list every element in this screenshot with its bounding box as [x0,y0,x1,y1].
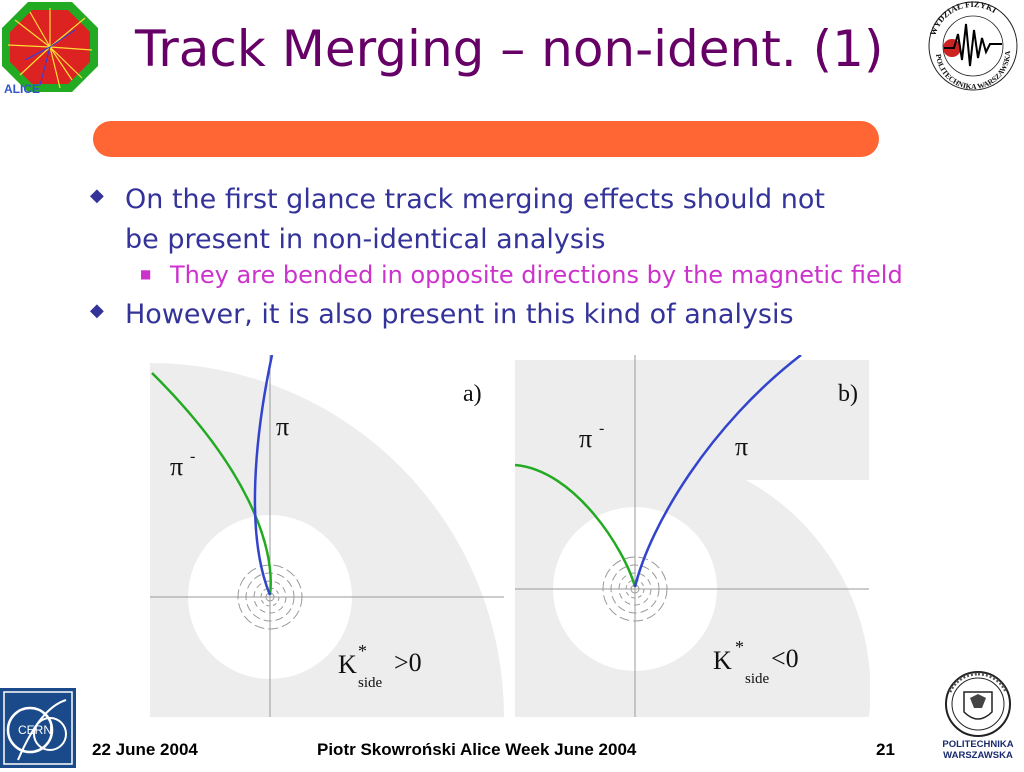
pi-minus-label: π [579,424,592,453]
figure-a-label: a) [463,381,482,407]
k-relation: <0 [771,644,799,673]
pi-minus-sup: - [190,448,195,465]
k-sub: side [745,671,770,687]
diamond-bullet-icon: ◆ [90,300,104,321]
bullet-1-line-1: On the first glance track merging effect… [125,184,825,215]
warsaw-university-label: POLITECHNIKA WARSZAWSKA [936,739,1020,761]
pw-line-2: WARSZAWSKA [943,750,1013,761]
figure-b-label: b) [838,381,858,407]
cern-text: CERN [18,723,52,737]
figure-a: a) π π - K * side >0 [150,354,505,717]
k-sup: * [358,641,367,661]
bullet-1: ◆ On the first glance track merging effe… [90,180,920,260]
k-label: K [713,646,732,675]
footer-date: 22 June 2004 [92,740,198,759]
k-sup: * [735,637,744,657]
physics-faculty-logo: WYDZIAŁ FIZYKI POLITECHNIKA WARSZAWSKA [922,0,1024,92]
k-sub: side [358,675,383,691]
warsaw-university-logo [932,668,1024,768]
pi-minus-sup: - [599,420,604,437]
sub-bullet-text: They are bended in opposite directions b… [170,261,903,289]
diamond-bullet-icon: ◆ [90,185,104,206]
pw-line-1: POLITECHNIKA [942,739,1014,750]
slide-title: Track Merging – non-ident. (1) [135,20,884,78]
figure-b: b) π π - K * side <0 [514,354,871,717]
bullet-2: ◆ However, it is also present in this ki… [90,295,920,335]
page-number: 21 [876,740,895,759]
sub-bullet: ■ They are bended in opposite directions… [140,261,1000,289]
svg-text:ALICE: ALICE [4,82,40,95]
cern-logo: CERN [0,688,76,768]
k-relation: >0 [394,648,422,677]
bullet-2-text: However, it is also present in this kind… [125,299,794,330]
pi-label: π [276,412,289,441]
k-label: K [338,650,357,679]
footer-author: Piotr Skowroński Alice Week June 2004 [317,740,637,759]
square-bullet-icon: ■ [140,267,152,281]
title-underline-bar [93,121,879,157]
pi-minus-label: π [170,452,183,481]
alice-logo: ALICE [0,0,100,96]
pi-label: π [735,432,748,461]
bullet-1-line-2: be present in non-identical analysis [125,224,606,255]
